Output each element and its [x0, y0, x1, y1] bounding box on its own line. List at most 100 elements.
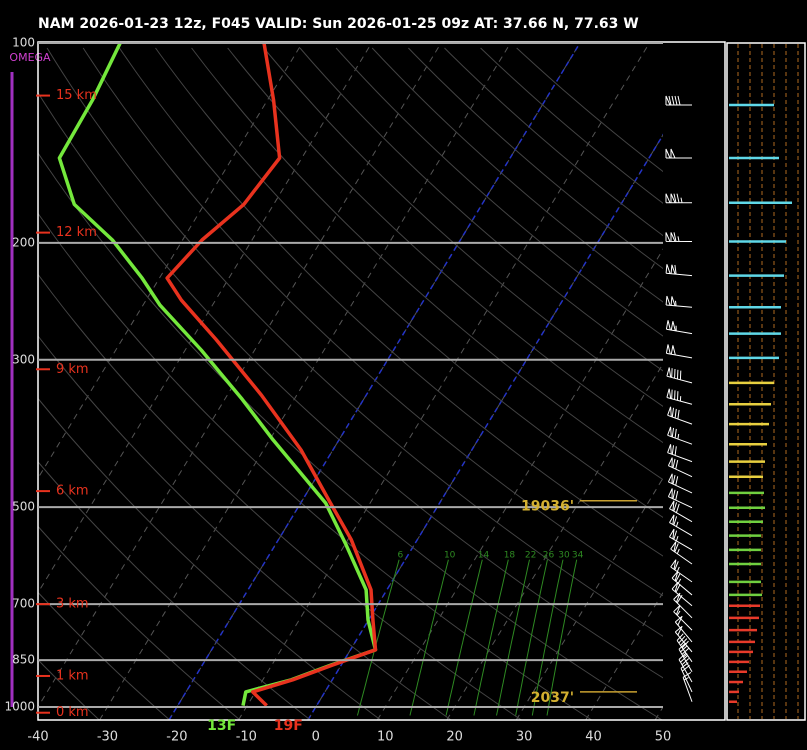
mixing-ratio-line	[496, 559, 530, 716]
dry-adiabat	[155, 47, 663, 519]
annotation-label: 2037'	[531, 690, 574, 706]
omega-label: OMEGA	[9, 51, 51, 64]
height-label: 15 km	[56, 88, 97, 103]
x-tick-label: 30	[516, 730, 533, 745]
wind-panel-frame	[726, 42, 806, 721]
dewpoint-surface-label: 13F	[207, 718, 236, 734]
dry-adiabat	[38, 212, 592, 720]
mixing-ratio-line	[445, 559, 483, 716]
dry-adiabat	[444, 47, 663, 237]
x-tick-label: -10	[236, 730, 257, 745]
wind-barb	[665, 295, 693, 308]
wind-barb	[676, 633, 693, 663]
dry-adiabat	[38, 335, 452, 720]
wind-barb	[667, 406, 693, 425]
wind-barb	[667, 426, 693, 445]
dry-adiabat	[263, 47, 663, 407]
wind-barb	[665, 193, 693, 204]
y-tick-label: 200	[12, 235, 35, 249]
mixing-ratio-label: 10	[444, 550, 456, 560]
dry-adiabat	[38, 525, 241, 720]
x-tick-label: 10	[377, 730, 394, 745]
mixing-ratio-line	[546, 559, 578, 716]
height-label: 9 km	[56, 362, 89, 377]
y-tick-label: 300	[12, 352, 35, 366]
x-tick-label: -30	[97, 730, 118, 745]
dry-adiabat	[227, 47, 663, 444]
dry-adiabat	[118, 47, 663, 557]
mixing-ratio-label: 22	[525, 550, 536, 560]
y-tick-label: 100	[12, 36, 35, 50]
x-tick-label: -40	[27, 730, 48, 745]
dry-adiabat	[38, 461, 311, 720]
height-label: 6 km	[56, 484, 89, 499]
dry-adiabat	[38, 591, 171, 720]
plot-area	[38, 43, 663, 720]
wind-barb	[670, 541, 693, 565]
wind-barb	[682, 671, 693, 702]
mixing-ratio-line	[473, 559, 509, 716]
dry-adiabat	[371, 47, 663, 303]
x-tick-label: 0	[312, 730, 320, 745]
wind-barb	[665, 344, 693, 359]
height-label: 12 km	[56, 225, 97, 240]
wind-barb	[665, 264, 693, 277]
highlight-isotherm	[307, 133, 663, 720]
wind-barb	[678, 652, 693, 683]
mixing-ratio-label: 26	[543, 550, 555, 560]
dry-adiabat	[516, 47, 663, 173]
wind-barb	[665, 148, 693, 159]
mixing-ratio-label: 30	[558, 550, 570, 560]
wind-barb	[667, 473, 693, 494]
wind-barb	[667, 444, 693, 463]
x-tick-label: 20	[446, 730, 463, 745]
wind-barb	[670, 559, 693, 583]
wind-barb	[671, 581, 693, 607]
wind-barb	[665, 320, 693, 335]
dry-adiabat	[38, 397, 381, 720]
mixing-ratio-line	[409, 559, 449, 716]
wind-barb	[669, 528, 693, 551]
annotation-label: 19036'	[521, 499, 574, 515]
height-label: 0 km	[56, 705, 89, 720]
height-label: 3 km	[56, 597, 89, 612]
wind-barb	[674, 615, 693, 643]
wind-barb	[667, 488, 693, 509]
wind-barb	[673, 592, 693, 619]
wind-barb	[666, 367, 693, 384]
mixing-ratio-line	[515, 559, 548, 716]
dry-adiabat	[408, 47, 663, 270]
y-tick-label: 500	[12, 500, 35, 514]
x-tick-label: 50	[655, 730, 672, 745]
mixing-ratio-label: 18	[504, 550, 516, 560]
dry-adiabat	[480, 47, 663, 204]
wind-barb	[669, 500, 693, 523]
wind-barb	[673, 605, 693, 631]
wind-barb	[680, 662, 693, 693]
wind-barb	[669, 514, 693, 537]
dry-adiabat	[82, 47, 663, 597]
wind-barb	[665, 232, 693, 242]
dry-adiabat	[299, 47, 663, 372]
header: NAM 2026-01-23 12z, F045 VALID: Sun 2026…	[38, 16, 639, 32]
mixing-ratio-line	[531, 559, 564, 716]
mixing-ratio-label: 14	[478, 550, 490, 560]
y-tick-label: 700	[12, 597, 35, 611]
x-tick-label: 40	[585, 730, 602, 745]
wind-barb	[665, 95, 693, 106]
y-tick-label: 1000	[4, 700, 35, 714]
wind-barb	[671, 570, 693, 596]
dry-adiabat	[191, 47, 663, 481]
wind-barb	[666, 388, 693, 405]
wind-barb	[678, 642, 693, 673]
highlight-isotherm	[168, 43, 581, 720]
y-tick-label: 850	[12, 653, 35, 667]
temperature-line	[165, 43, 378, 707]
mixing-ratio-label: 34	[572, 550, 584, 560]
mixing-ratio-label: 6	[398, 550, 404, 560]
dry-adiabat	[46, 47, 663, 637]
dry-adiabat	[38, 91, 663, 679]
